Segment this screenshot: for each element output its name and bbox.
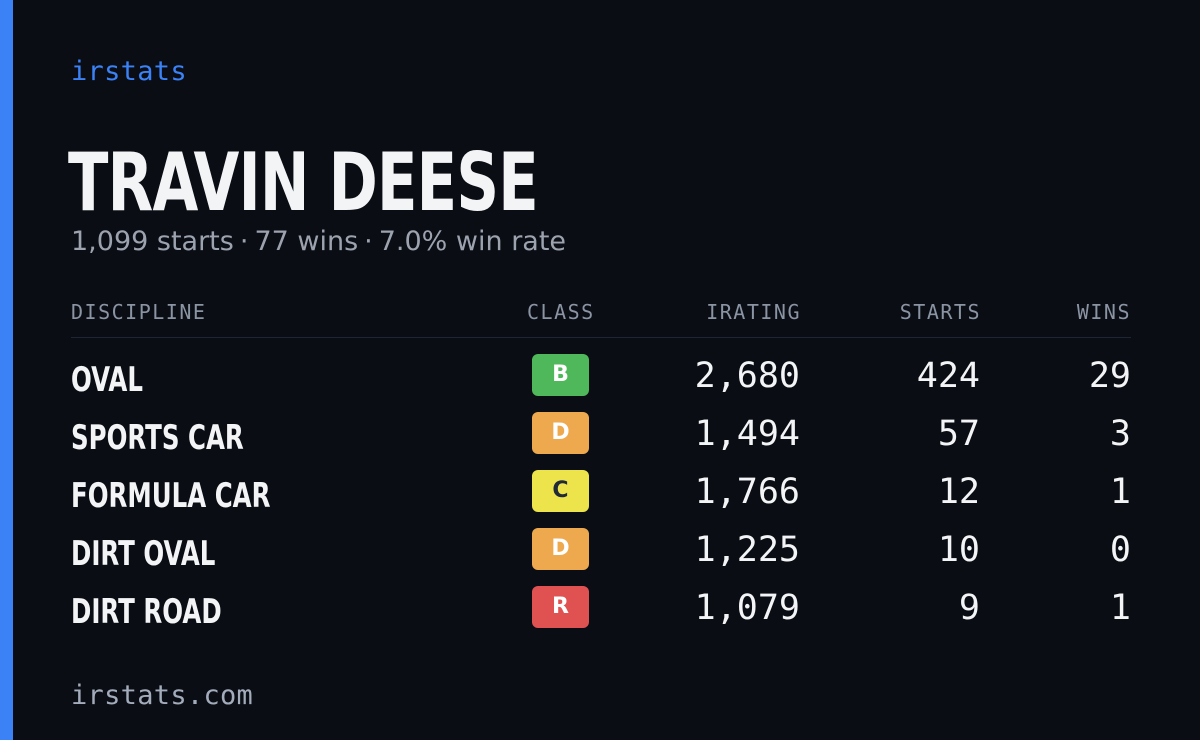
irating-value: 1,079 [694,588,800,628]
wins-value: 29 [1088,356,1131,396]
table-row: DIRT OVAL D 1,225 10 0 [71,528,1131,586]
header-discipline: DISCIPLINE [71,300,207,324]
wins-value: 3 [1109,414,1131,454]
footer-url: irstats.com [71,680,254,711]
irating-value: 2,680 [694,356,800,396]
class-badge: D [532,412,589,454]
header-class: CLASS [527,300,595,324]
table-row: SPORTS CAR D 1,494 57 3 [71,412,1131,470]
wins-value: 1 [1109,588,1131,628]
header-irating: IRATING [706,300,801,324]
table-row: DIRT ROAD R 1,079 9 1 [71,586,1131,644]
irating-value: 1,494 [694,414,800,454]
starts-value: 12 [937,472,980,512]
brand-logo-text: irstats [71,56,187,87]
discipline-label: SPORTS CAR [71,418,244,458]
starts-value: 10 [937,530,980,570]
header-starts: STARTS [899,300,981,324]
wins-value: 1 [1109,472,1131,512]
separator-dot: · [239,226,249,257]
class-badge: R [532,586,589,628]
starts-value: 57 [937,414,980,454]
class-badge: C [532,470,589,512]
table-header: DISCIPLINE CLASS IRATING STARTS WINS [71,300,1131,338]
winrate-summary: 7.0% win rate [378,226,567,257]
driver-name: TRAVIN DEESE [68,136,539,229]
irating-value: 1,766 [694,472,800,512]
table-row: FORMULA CAR C 1,766 12 1 [71,470,1131,528]
irating-value: 1,225 [694,530,800,570]
wins-summary: 77 wins [254,226,359,257]
discipline-label: DIRT ROAD [71,592,222,632]
discipline-label: OVAL [71,360,143,400]
accent-bar [0,0,13,740]
discipline-label: DIRT OVAL [71,534,216,574]
header-wins: WINS [1076,300,1131,324]
driver-summary: 1,099 starts · 77 wins · 7.0% win rate [71,226,566,257]
wins-value: 0 [1109,530,1131,570]
discipline-label: FORMULA CAR [71,476,271,516]
starts-value: 424 [916,356,980,396]
table-row: OVAL B 2,680 424 29 [71,354,1131,412]
class-badge: B [532,354,589,396]
starts-value: 9 [958,588,980,628]
class-badge: D [532,528,589,570]
starts-summary: 1,099 starts [71,226,234,257]
separator-dot: · [364,226,373,257]
